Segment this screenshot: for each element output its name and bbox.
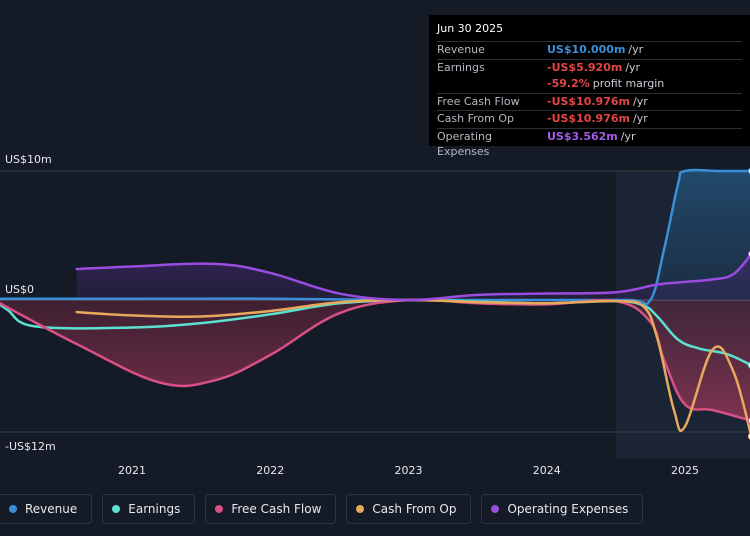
tooltip-row-suffix: /yr bbox=[632, 112, 648, 125]
tooltip-row-value: -US$5.920m bbox=[547, 60, 623, 74]
x-tick-2022: 2022 bbox=[256, 464, 284, 477]
tooltip-row-value: US$10.000m bbox=[547, 43, 626, 56]
tooltip-row: -59.2% profit margin bbox=[437, 76, 742, 93]
tooltip-row-suffix: /yr bbox=[620, 129, 636, 143]
legend-dot-icon bbox=[215, 505, 224, 513]
x-tick-2021: 2021 bbox=[118, 464, 146, 477]
tooltip-row-label: Free Cash Flow bbox=[437, 94, 520, 108]
tooltip-row-label bbox=[437, 76, 547, 93]
operating-expenses-area bbox=[76, 255, 750, 301]
legend-label: Revenue bbox=[25, 502, 78, 516]
legend-dot-icon bbox=[491, 505, 500, 513]
tooltip-date: Jun 30 2025 bbox=[437, 22, 504, 35]
x-tick-2024: 2024 bbox=[533, 464, 561, 477]
tooltip-row: Revenue US$10.000m/yr bbox=[437, 41, 742, 59]
tooltip-row-suffix: /yr bbox=[625, 60, 641, 74]
operating-expenses-line bbox=[75, 253, 750, 302]
legend-item-free-cash-flow[interactable]: Free Cash Flow bbox=[205, 494, 337, 524]
legend-item-operating-expenses[interactable]: Operating Expenses bbox=[481, 494, 644, 524]
legend-item-revenue[interactable]: Revenue bbox=[0, 494, 93, 524]
y-axis-bottom-label: -US$12m bbox=[5, 440, 56, 453]
legend-label: Earnings bbox=[128, 502, 181, 516]
legend-dot-icon bbox=[356, 505, 365, 513]
tooltip-row: Cash From Op -US$10.976m/yr bbox=[437, 110, 742, 128]
legend-dot-icon bbox=[112, 505, 121, 513]
legend: Revenue Earnings Free Cash Flow Cash From O… bbox=[0, 494, 644, 526]
tooltip-row-suffix: /yr bbox=[632, 94, 648, 108]
tooltip-row-label: Cash From Op bbox=[437, 112, 515, 125]
tooltip-row: Operating Expenses US$3.562m/yr bbox=[437, 127, 742, 158]
legend-item-cash-from-op[interactable]: Cash From Op bbox=[346, 494, 472, 524]
tooltip-row-value: -US$10.976m bbox=[547, 94, 630, 108]
y-axis-zero-label: US$0 bbox=[5, 283, 34, 296]
legend-dot-icon bbox=[9, 505, 17, 513]
cash-from-op-line bbox=[75, 298, 750, 437]
tooltip-row-value: -US$10.976m bbox=[547, 112, 630, 125]
revenue-line bbox=[0, 168, 750, 306]
tooltip-row-label: Earnings bbox=[437, 60, 485, 74]
tooltip-row-value: US$3.562m bbox=[547, 129, 618, 143]
legend-label: Cash From Op bbox=[372, 502, 457, 516]
legend-label: Operating Expenses bbox=[507, 502, 629, 516]
tooltip-row: Earnings -US$5.920m/yr bbox=[437, 58, 742, 77]
tooltip: Jun 30 2025 Revenue US$10.000m/yr Earnings… bbox=[429, 15, 750, 158]
free-cash-flow-area bbox=[0, 299, 750, 421]
x-tick-2023: 2023 bbox=[395, 464, 423, 477]
legend-label: Free Cash Flow bbox=[231, 502, 322, 516]
tooltip-row-suffix: /yr bbox=[628, 43, 644, 56]
tooltip-row-value: -59.2% bbox=[547, 77, 590, 90]
tooltip-row-label: Revenue bbox=[437, 43, 485, 56]
tooltip-row-label: Operating Expenses bbox=[437, 129, 492, 158]
y-axis-top-label: US$10m bbox=[5, 153, 52, 166]
legend-item-earnings[interactable]: Earnings bbox=[102, 494, 196, 524]
x-tick-2025: 2025 bbox=[671, 464, 699, 477]
tooltip-row-suffix: profit margin bbox=[592, 77, 665, 90]
tooltip-row: Free Cash Flow -US$10.976m/yr bbox=[437, 92, 742, 111]
